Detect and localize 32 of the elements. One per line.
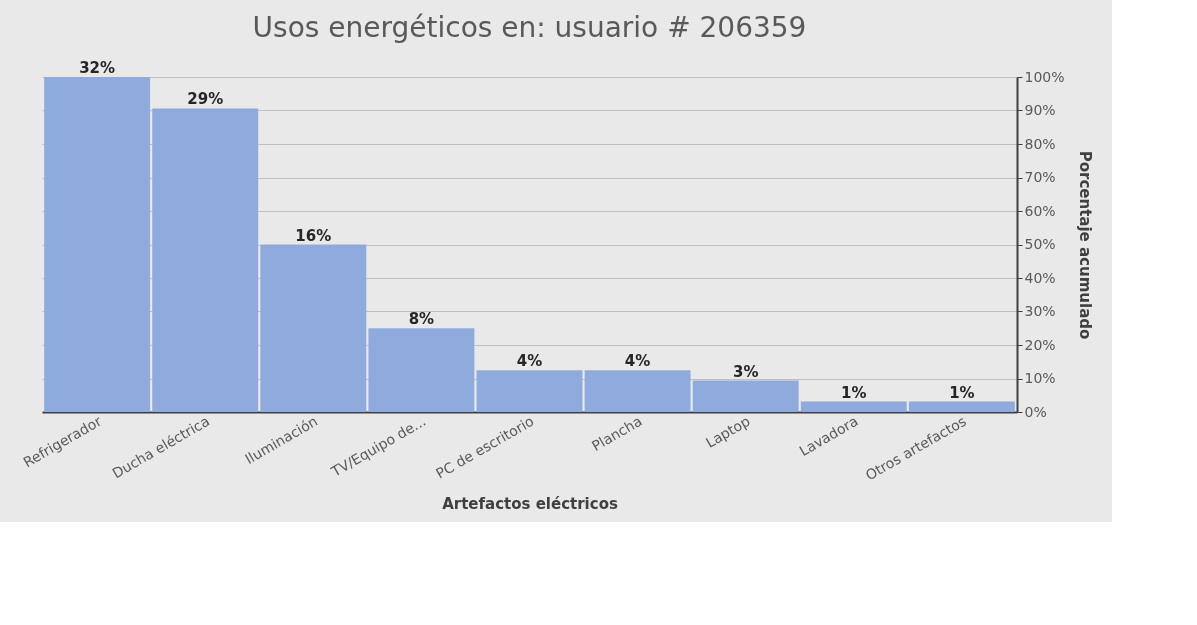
bar — [44, 77, 151, 412]
data-label: 1% — [949, 383, 975, 402]
x-axis-title: Artefactos eléctricos — [442, 495, 618, 514]
data-label: 3% — [732, 362, 759, 381]
y2-axis-title: Porcentaje acumulado — [1075, 150, 1094, 340]
bar — [908, 401, 1015, 412]
bar — [368, 328, 475, 412]
y2-tick-label: 40% — [1024, 269, 1056, 286]
bar — [476, 370, 583, 412]
y2-tick-label: 70% — [1024, 169, 1056, 185]
y2-tick-label: 30% — [1024, 303, 1056, 319]
y2-tick-label: 10% — [1024, 370, 1056, 386]
y2-tick-label: 50% — [1024, 236, 1056, 252]
y2-tick-label: 90% — [1024, 102, 1056, 118]
bar — [584, 370, 691, 412]
data-label: 16% — [295, 226, 332, 245]
y2-tick-label: 0% — [1024, 403, 1047, 420]
data-label: 29% — [187, 90, 224, 109]
y2-tick-label: 20% — [1024, 336, 1056, 353]
bar — [800, 401, 907, 412]
bar — [260, 244, 367, 412]
y2-tick-label: 80% — [1024, 135, 1056, 152]
data-label: 4% — [516, 352, 543, 371]
y2-tick-label: 100% — [1024, 68, 1065, 85]
data-label: 8% — [408, 310, 435, 329]
data-label: 4% — [624, 352, 651, 371]
chart-title: Usos energéticos en: usuario # 206359 — [252, 11, 807, 44]
y2-tick-label: 60% — [1024, 202, 1056, 219]
bar — [152, 108, 259, 412]
bar — [692, 380, 799, 412]
data-label: 32% — [79, 59, 116, 77]
data-label: 1% — [841, 383, 867, 402]
